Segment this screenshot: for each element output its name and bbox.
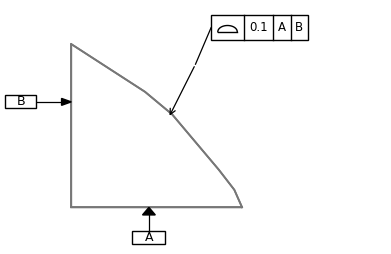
Bar — [133, 231, 165, 244]
Text: A: A — [278, 21, 286, 34]
Bar — [5, 95, 36, 108]
Polygon shape — [142, 208, 155, 215]
Text: B: B — [295, 21, 303, 34]
Text: 0.1: 0.1 — [249, 21, 268, 34]
Polygon shape — [61, 98, 71, 105]
Text: A: A — [145, 231, 153, 244]
Text: B: B — [16, 96, 25, 108]
Bar — [211, 15, 308, 40]
Polygon shape — [71, 44, 242, 208]
